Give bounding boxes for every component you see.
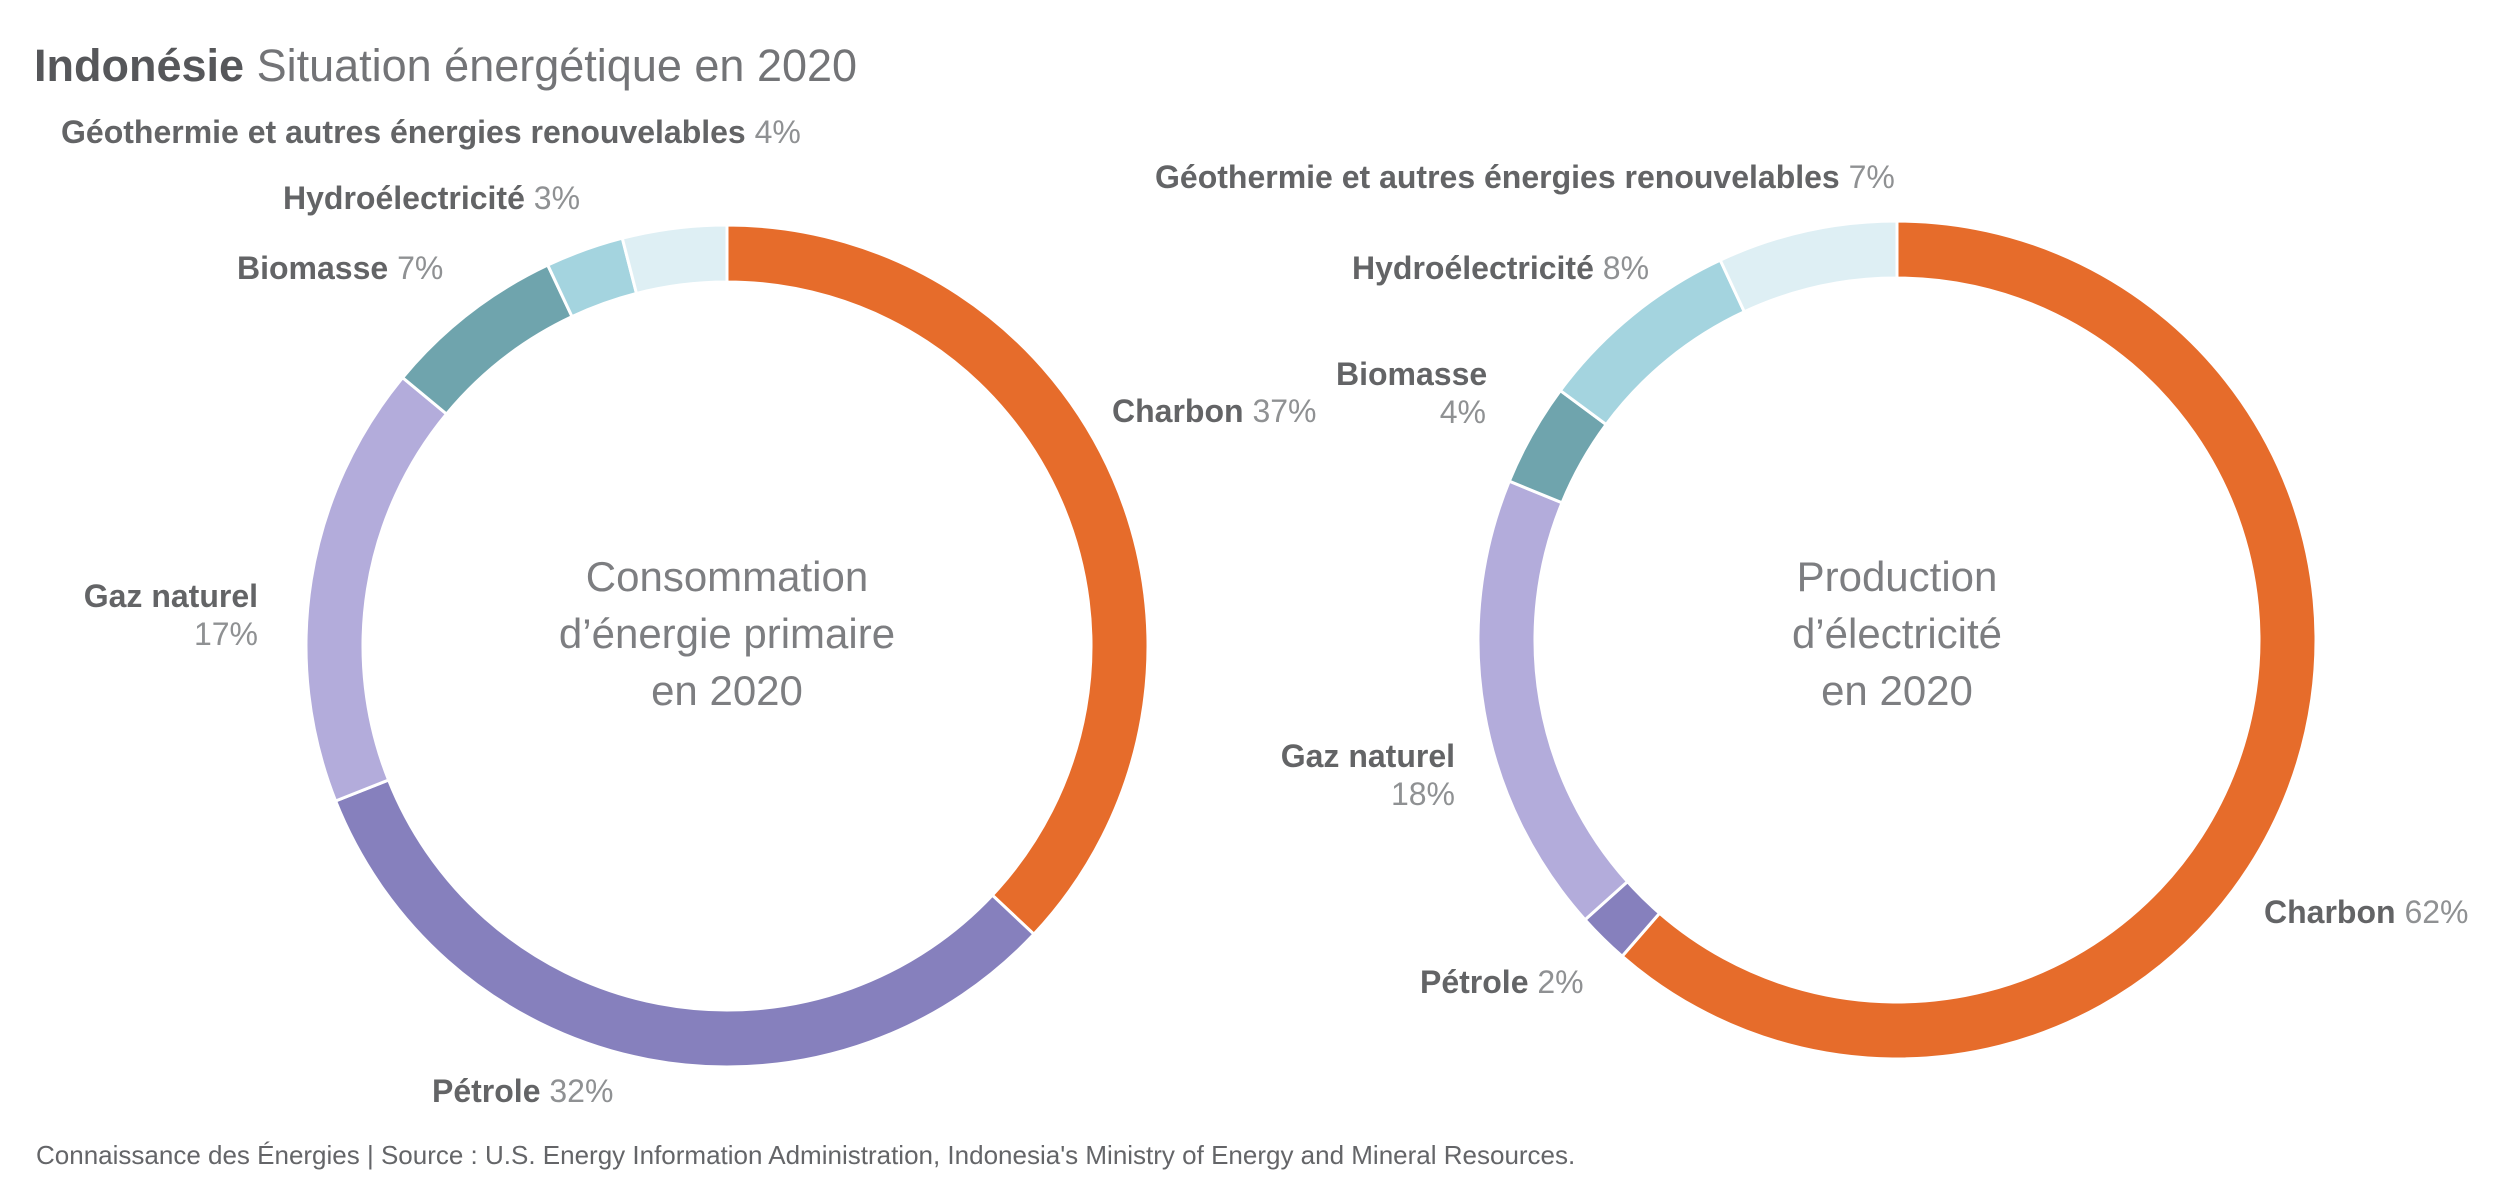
left-slice-label-geothermie: Géothermie et autres énergies renouvelab… bbox=[61, 113, 801, 151]
slice-pct: 3% bbox=[533, 180, 581, 216]
slice-name: Biomasse bbox=[1336, 356, 1488, 392]
source-credit: Connaissance des Énergies | Source : U.S… bbox=[36, 1140, 1576, 1170]
slice-name: Hydroélectricité bbox=[1352, 250, 1594, 286]
slice-pct: 32% bbox=[549, 1073, 614, 1109]
left-slice-label-hydroelectricite: Hydroélectricité 3% bbox=[283, 179, 580, 217]
center-line: en 2020 bbox=[1821, 667, 1973, 714]
slice-name: Pétrole bbox=[1420, 964, 1529, 1000]
donut-slice-p-trole bbox=[333, 778, 1037, 1069]
right-slice-label-hydroelectricite: Hydroélectricité 8% bbox=[1352, 249, 1649, 287]
donut-slice-g-othermie-et-autres-nergies-renouvelables bbox=[1718, 219, 1899, 314]
left-slice-label-gaz-naturel: Gaz naturel 17% bbox=[60, 577, 258, 653]
right-slice-label-biomasse: Biomasse 4% bbox=[1336, 355, 1488, 431]
slice-name: Gaz naturel bbox=[83, 578, 258, 614]
donut-slice-g-othermie-et-autres-nergies-renouvelables bbox=[620, 223, 729, 296]
slice-pct: 4% bbox=[1439, 394, 1486, 430]
title-subject: Situation énergétique en 2020 bbox=[256, 40, 858, 92]
right-slice-label-gaz-naturel: Gaz naturel 18% bbox=[1257, 737, 1455, 813]
right-slice-label-petrole: Pétrole 2% bbox=[1420, 963, 1584, 1001]
left-slice-label-charbon: Charbon 37% bbox=[1112, 392, 1316, 430]
page-title: Indonésie Situation énergétique en 2020 bbox=[34, 40, 857, 92]
left-slice-label-biomasse: Biomasse 7% bbox=[237, 249, 443, 287]
slice-name: Hydroélectricité bbox=[283, 180, 525, 216]
right-slice-label-charbon: Charbon 62% bbox=[2264, 893, 2468, 931]
slice-pct: 8% bbox=[1602, 250, 1650, 286]
slice-name: Géothermie et autres énergies renouvelab… bbox=[61, 114, 746, 150]
left-donut-center-title: Consommation d’énergie primaire en 2020 bbox=[427, 548, 1027, 719]
slice-pct: 62% bbox=[2404, 894, 2469, 930]
title-country: Indonésie bbox=[34, 40, 245, 92]
center-line: Consommation bbox=[585, 553, 869, 600]
donut-slice-gaz-naturel bbox=[304, 375, 449, 803]
slice-name: Gaz naturel bbox=[1280, 738, 1455, 774]
slice-pct: 18% bbox=[1390, 776, 1455, 812]
center-line: Production bbox=[1796, 553, 1998, 600]
slice-pct: 7% bbox=[1848, 159, 1895, 195]
slice-name: Géothermie et autres énergies renouvelab… bbox=[1155, 159, 1840, 195]
center-line: d’énergie primaire bbox=[558, 610, 896, 657]
center-line: d’électricité bbox=[1791, 610, 2003, 657]
slice-pct: 17% bbox=[193, 616, 258, 652]
slice-name: Charbon bbox=[2264, 894, 2396, 930]
donut-slice-charbon bbox=[1620, 219, 2318, 1061]
left-slice-label-petrole: Pétrole 32% bbox=[432, 1072, 613, 1110]
slice-pct: 2% bbox=[1537, 964, 1584, 1000]
donut-slice-biomasse bbox=[400, 263, 575, 417]
slice-name: Charbon bbox=[1112, 393, 1244, 429]
slice-name: Pétrole bbox=[432, 1073, 541, 1109]
slice-pct: 4% bbox=[754, 114, 801, 150]
right-donut-center-title: Production d’électricité en 2020 bbox=[1597, 548, 2197, 719]
slice-name: Biomasse bbox=[237, 250, 389, 286]
right-slice-label-geothermie: Géothermie et autres énergies renouvelab… bbox=[1155, 158, 1895, 196]
slice-pct: 7% bbox=[397, 250, 444, 286]
center-line: en 2020 bbox=[651, 667, 803, 714]
slice-pct: 37% bbox=[1252, 393, 1317, 429]
